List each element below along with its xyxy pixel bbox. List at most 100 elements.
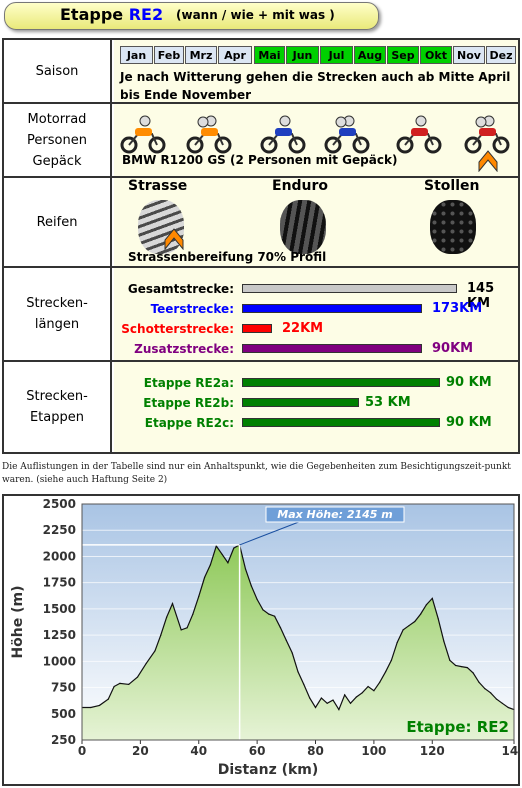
annotation-leader — [239, 519, 305, 546]
x-tick-label: 60 — [249, 744, 266, 758]
y-axis-label: Höhe (m) — [10, 585, 26, 658]
selected-marker-icon — [164, 228, 184, 250]
data-point — [98, 704, 101, 706]
bar-value: 90 KM — [446, 375, 492, 390]
series-label: Etappe: RE2 — [406, 718, 509, 736]
data-point — [198, 595, 200, 597]
row-motorrad: Motorrad Personen Gepäck BMW — [4, 104, 518, 178]
month-jul: Jul — [320, 46, 353, 64]
x-tick-label: 0 — [78, 744, 86, 758]
data-point — [274, 615, 276, 617]
x-tick-label: 100 — [361, 744, 386, 758]
bar-value: 90KM — [432, 341, 474, 356]
month-mrz: Mrz — [185, 46, 217, 64]
bar-value: 145 KM — [467, 281, 495, 311]
data-point — [320, 697, 322, 699]
month-dez: Dez — [486, 46, 516, 64]
y-tick-label: 2000 — [43, 549, 76, 563]
row-laengen: Strecken-längen Gesamtstrecke: 145 KM Teer… — [4, 268, 518, 362]
header-banner — [4, 2, 379, 30]
data-point — [408, 625, 410, 627]
route-code: RE2 — [128, 5, 164, 24]
saison-text: Je nach Witterung gehen die Strecken auc… — [120, 70, 511, 102]
tire-name-enduro: Enduro — [272, 178, 329, 194]
motorrad-cell: BMW R1200 GS (2 Personen mit Gepäck) — [114, 104, 518, 176]
info-table: Saison Jan Feb Mrz Apr Mai Jun Jul Aug Sep Okt Nov… — [2, 38, 520, 454]
data-point — [437, 617, 439, 619]
motorcycle-icon — [120, 115, 166, 154]
month-mai: Mai — [254, 46, 285, 64]
data-point — [507, 706, 509, 709]
row-label-reifen: Reifen — [4, 178, 112, 266]
bar-value: 173KM — [432, 301, 483, 316]
y-tick-label: 250 — [51, 733, 76, 747]
data-point — [402, 629, 404, 631]
month-nov: Nov — [453, 46, 485, 64]
bar — [242, 378, 440, 387]
bar-label: Teerstrecke: — [150, 302, 234, 316]
data-point — [145, 662, 147, 665]
data-point — [460, 665, 463, 668]
row-label-etappen: Strecken- Etappen — [4, 362, 112, 452]
data-point — [186, 627, 188, 629]
month-jun: Jun — [286, 46, 319, 64]
data-point — [419, 613, 422, 615]
data-point — [478, 681, 480, 683]
data-point — [180, 629, 182, 631]
saison-cell: Jan Feb Mrz Apr Mai Jun Jul Aug Sep Okt Nov Dez Je … — [114, 40, 518, 102]
motorcycle-icon — [464, 115, 510, 154]
data-point — [373, 690, 375, 692]
bar — [242, 284, 457, 293]
row-reifen: Reifen Strasse Enduro Stollen Strassenbe… — [4, 178, 518, 268]
bar-value: 90 KM — [446, 415, 492, 430]
motorrad-caption: BMW R1200 GS (2 Personen mit Gepäck) — [122, 153, 398, 167]
data-point — [466, 667, 468, 669]
y-tick-label: 1250 — [43, 628, 76, 642]
bar — [242, 398, 359, 407]
tire-road-icon — [138, 200, 184, 254]
tire-enduro-icon — [280, 200, 326, 254]
laengen-cell: Gesamtstrecke: 145 KM Teerstrecke: 173KM Sch… — [114, 268, 518, 360]
data-point — [332, 699, 334, 701]
bar-label: Etappe RE2b: — [143, 396, 234, 410]
data-point — [244, 568, 247, 570]
x-tick-label: 148 — [501, 744, 518, 758]
tire-knobby-icon — [430, 200, 476, 254]
data-point — [326, 702, 328, 704]
data-point — [233, 547, 235, 549]
tire-name-strasse: Strasse — [128, 178, 188, 194]
data-point — [154, 650, 156, 652]
annotation-label: Max Höhe: 2145 m — [277, 508, 392, 521]
reifen-cell: Strasse Enduro Stollen Strassenbereifung… — [114, 178, 518, 266]
selected-marker-icon — [478, 150, 498, 172]
data-point — [291, 652, 293, 654]
data-point — [262, 609, 264, 611]
data-point — [349, 702, 352, 704]
month-jan: Jan — [120, 46, 153, 64]
data-point — [119, 682, 121, 684]
data-point — [192, 613, 194, 615]
data-point — [344, 694, 346, 696]
data-point — [297, 671, 299, 673]
motorcycle-icon — [396, 115, 442, 154]
month-sep: Sep — [387, 46, 419, 64]
bar-label: Etappe RE2c: — [144, 416, 234, 430]
page-title: Etappe RE2 — [60, 5, 164, 24]
x-tick-label: 40 — [190, 744, 207, 758]
data-point — [279, 627, 282, 629]
data-point — [309, 697, 311, 699]
data-point — [490, 692, 492, 694]
motorcycle-icon — [324, 115, 370, 154]
month-feb: Feb — [154, 46, 184, 64]
data-point — [136, 676, 139, 678]
motorcycle-icon — [260, 115, 306, 154]
data-point — [484, 688, 486, 690]
data-point — [128, 683, 130, 686]
data-point — [160, 634, 162, 636]
x-axis-label: Distanz (km) — [218, 762, 319, 778]
data-point — [443, 640, 445, 643]
data-point — [166, 616, 168, 618]
data-point — [338, 708, 340, 711]
bar-label: Etappe RE2a: — [143, 376, 234, 390]
data-point — [472, 672, 474, 674]
